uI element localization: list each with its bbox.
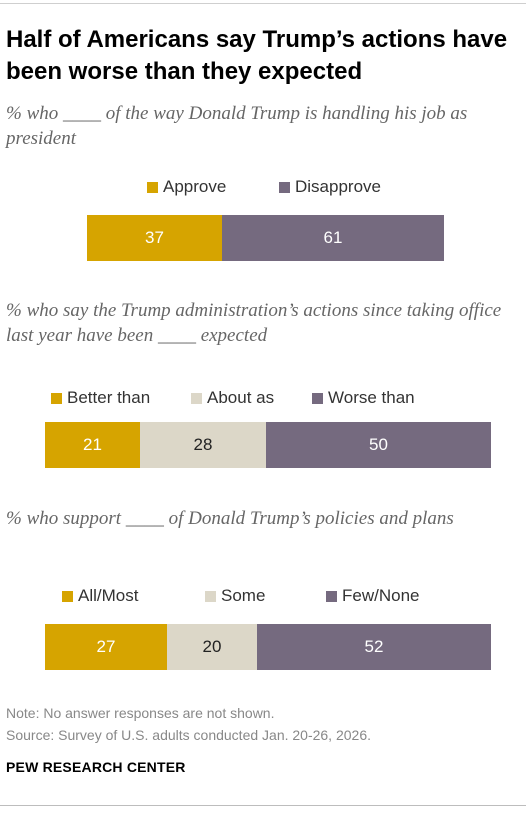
legend-label: Some	[221, 586, 266, 605]
legend-swatch	[191, 392, 202, 404]
data-label: 61	[323, 228, 343, 247]
legend-label: Worse than	[328, 388, 415, 407]
legend-label: About as	[207, 388, 275, 407]
chart-3-legend: All/Most Some Few/None	[0, 585, 526, 607]
data-label: 52	[364, 637, 384, 656]
legend-swatch	[326, 590, 337, 602]
legend-item: Some	[205, 585, 265, 607]
bar-segment	[257, 624, 491, 670]
legend-label: Few/None	[342, 586, 420, 605]
chart-3-stacked-bar: 27 20 52	[45, 624, 491, 670]
chart-2-subtitle: % who say the Trump administration’s act…	[6, 300, 502, 346]
chart-2-stacked-bar: 21 28 50	[45, 422, 491, 468]
data-label: 21	[83, 435, 102, 454]
legend-item: Better than	[51, 387, 150, 409]
bar-segment	[167, 624, 257, 670]
data-label: 27	[96, 637, 116, 656]
bar-segment	[45, 624, 167, 670]
legend-item: Few/None	[326, 585, 419, 607]
legend-swatch	[62, 590, 73, 602]
data-label: 37	[145, 228, 164, 247]
bar-segment	[140, 422, 266, 468]
legend-swatch	[205, 590, 216, 602]
legend-label: Better than	[67, 388, 151, 407]
bar-segment	[87, 215, 222, 261]
legend-item: Disapprove	[279, 176, 381, 198]
legend-swatch	[279, 181, 290, 193]
bar-segment	[266, 422, 491, 468]
legend-swatch	[147, 181, 158, 193]
legend-swatch	[312, 392, 323, 404]
legend-item: Approve	[147, 176, 226, 198]
legend-label: Approve	[163, 177, 227, 196]
chart-1-subtitle: % who ____ of the way Donald Trump is ha…	[6, 103, 468, 149]
legend-swatch	[51, 392, 62, 404]
chart-1-stacked-bar: 37 61	[87, 215, 444, 261]
chart-1-legend: Approve Disapprove	[0, 176, 526, 198]
data-label: 28	[193, 435, 213, 454]
bar-segment	[222, 215, 444, 261]
legend-item: All/Most	[62, 585, 138, 607]
bottom-rule	[0, 805, 526, 806]
legend-item: Worse than	[312, 387, 415, 409]
legend-label: Disapprove	[295, 177, 381, 196]
legend-item: About as	[191, 387, 274, 409]
top-rule	[0, 3, 526, 4]
chart-2-legend: Better than About as Worse than	[0, 387, 526, 409]
data-label: 50	[369, 435, 388, 454]
data-label: 20	[202, 637, 222, 656]
bar-segment	[45, 422, 140, 468]
organization-logo-text: PEW RESEARCH CENTER	[6, 759, 186, 775]
legend-label: All/Most	[78, 586, 139, 605]
note: Note: No answer responses are not shown.	[6, 705, 275, 721]
chart-title: Half of Americans say Trump’s actions ha…	[6, 26, 508, 85]
source: Source: Survey of U.S. adults conducted …	[6, 727, 371, 743]
chart-3-subtitle: % who support ____ of Donald Trump’s pol…	[6, 508, 454, 529]
